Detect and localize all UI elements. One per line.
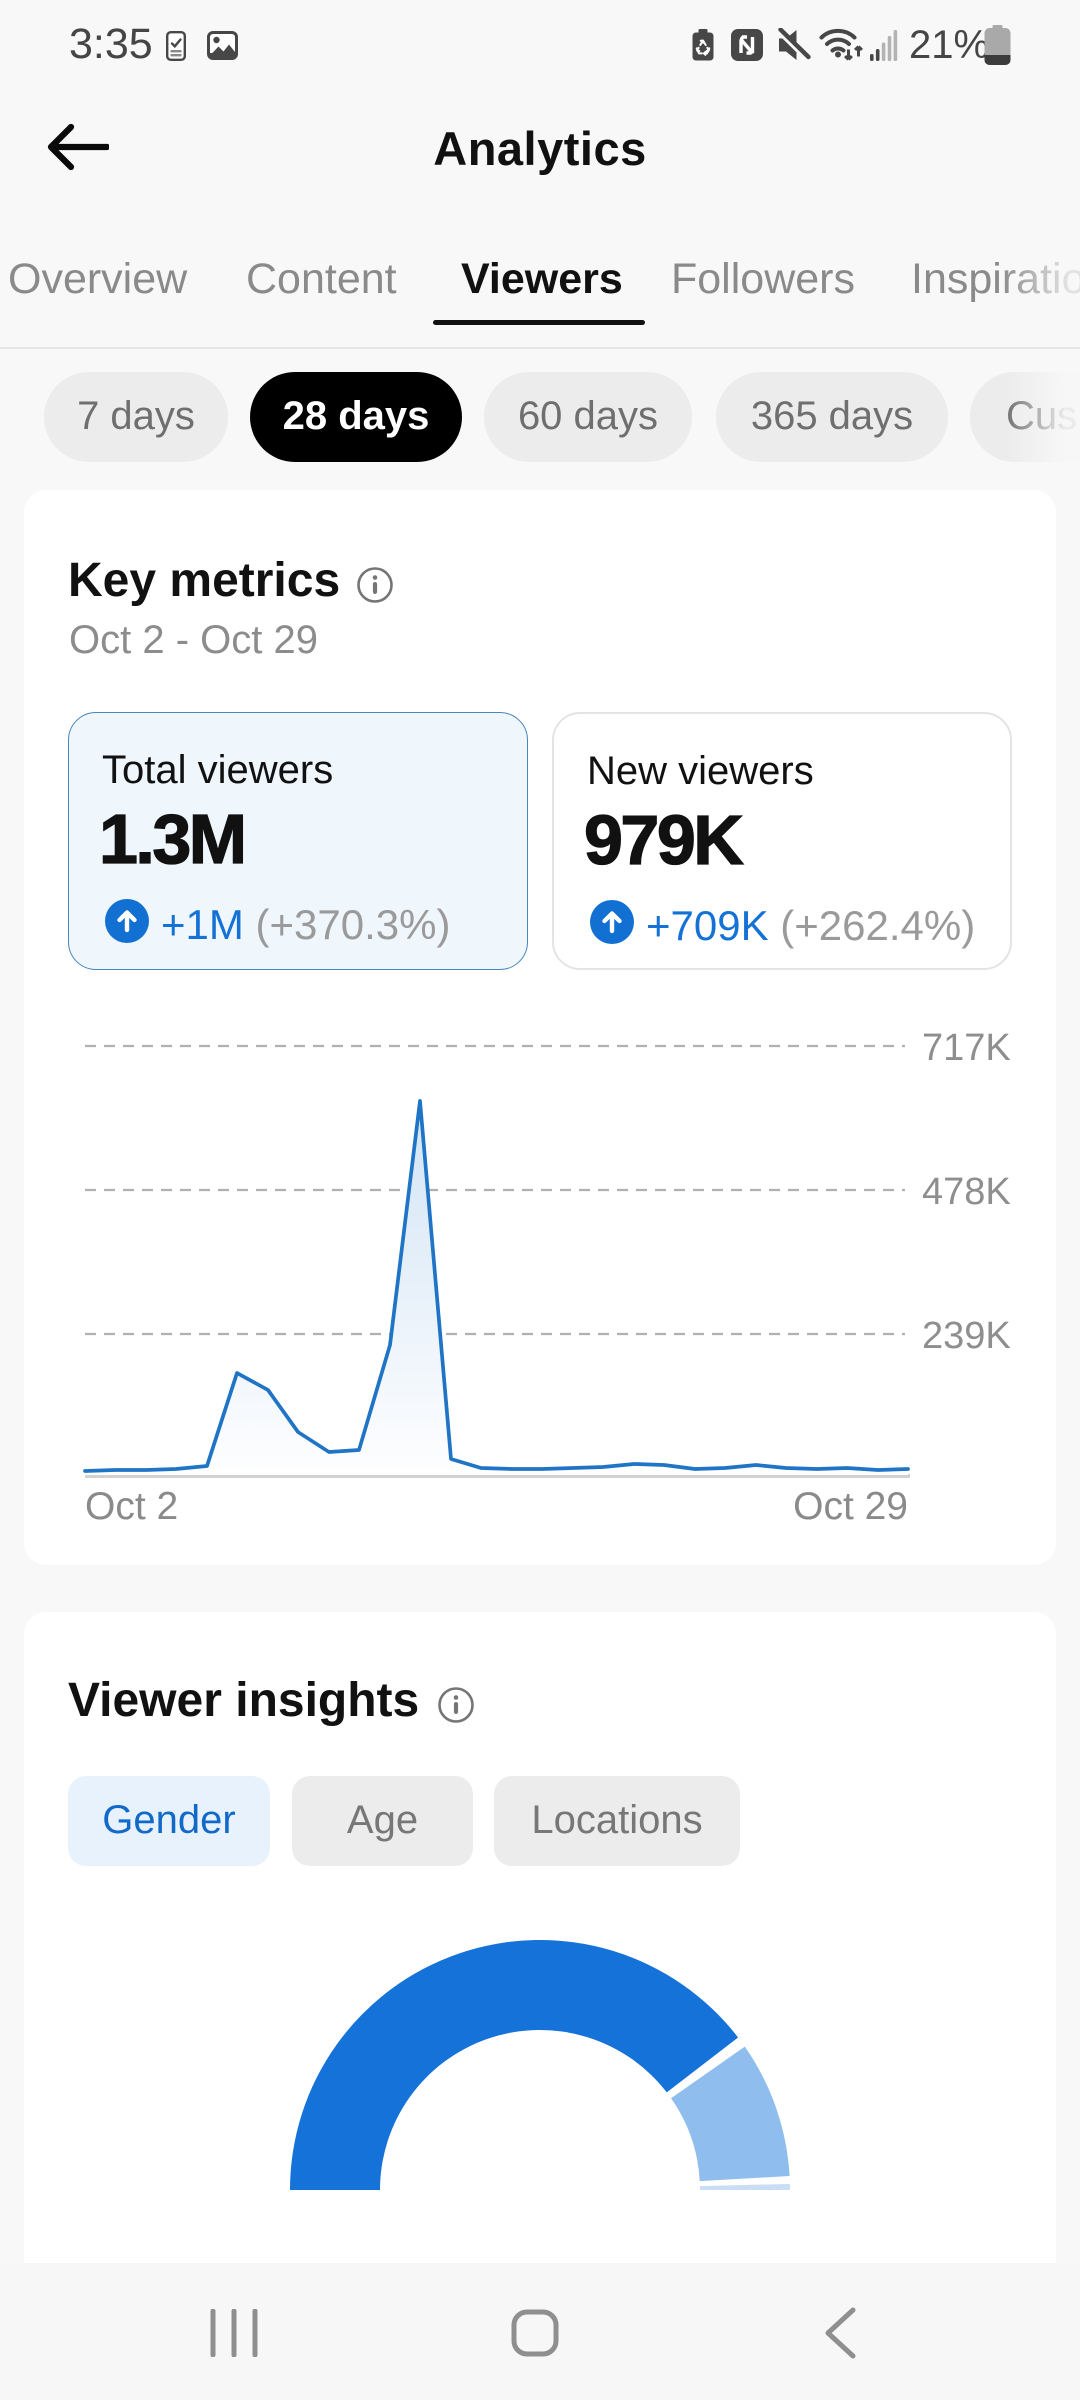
svg-text:239K: 239K <box>922 1315 1011 1357</box>
svg-text:717K: 717K <box>922 1027 1011 1069</box>
svg-text:Oct 29: Oct 29 <box>793 1485 908 1528</box>
svg-text:478K: 478K <box>922 1171 1011 1213</box>
svg-text:Oct 2: Oct 2 <box>85 1485 178 1528</box>
